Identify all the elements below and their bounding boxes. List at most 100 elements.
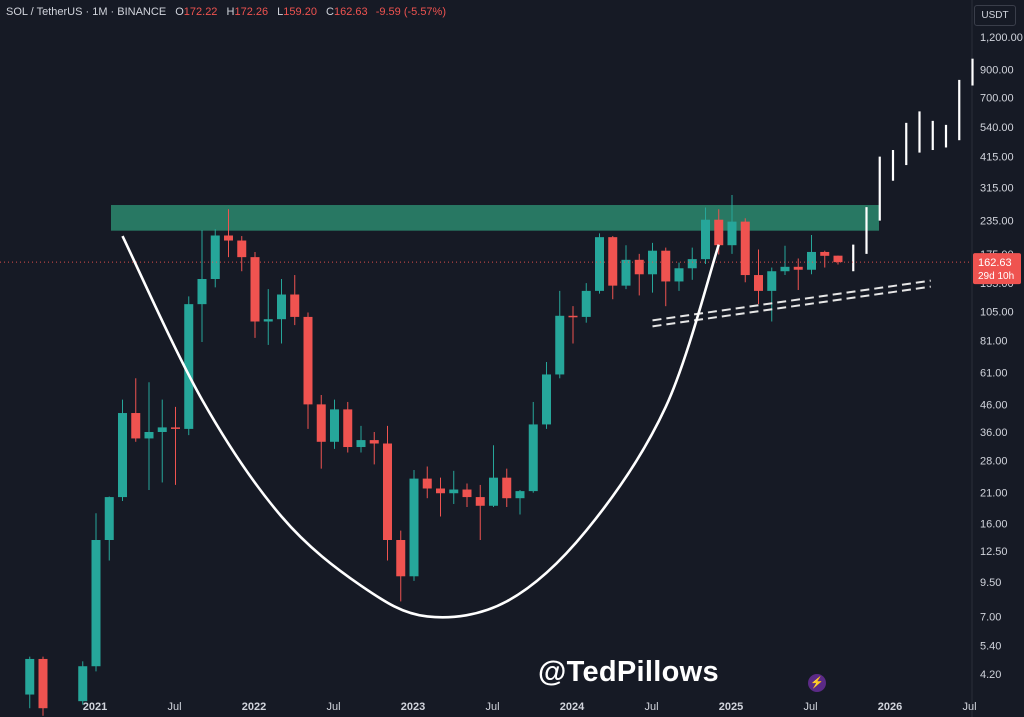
candle-body xyxy=(78,666,88,702)
candle-body xyxy=(224,235,233,241)
open-label: O xyxy=(175,6,184,18)
y-tick-label: 7.00 xyxy=(980,611,1001,623)
y-tick-label: 235.00 xyxy=(980,216,1014,228)
candle-body xyxy=(581,290,591,317)
x-tick-label: 2021 xyxy=(83,701,107,713)
lightning-icon[interactable]: ⚡ xyxy=(808,674,826,692)
change-value: -9.59 (-5.57%) xyxy=(375,6,446,18)
y-tick-label: 36.00 xyxy=(980,427,1008,439)
x-tick-label: 2022 xyxy=(242,701,266,713)
candle-body xyxy=(396,540,406,577)
chart-header: SOL / TetherUS · 1M · BINANCE O172.22 H1… xyxy=(6,6,446,18)
candle-body xyxy=(608,237,618,286)
open-value: 172.22 xyxy=(183,6,218,18)
y-tick-label: 700.00 xyxy=(980,93,1014,105)
candle-body xyxy=(316,404,326,442)
candle-body xyxy=(303,316,313,405)
x-tick-label: 2026 xyxy=(878,701,902,713)
candle-body xyxy=(436,488,445,494)
candle-body xyxy=(343,409,353,448)
candle-body xyxy=(634,259,644,275)
y-tick-label: 16.00 xyxy=(980,518,1008,530)
y-tick-label: 46.00 xyxy=(980,399,1008,411)
y-tick-label: 4.20 xyxy=(980,669,1001,681)
candle-body xyxy=(91,540,101,667)
candle-body xyxy=(184,304,194,429)
candle-body xyxy=(104,497,114,541)
y-tick-label: 315.00 xyxy=(980,183,1014,195)
candle-body xyxy=(330,409,339,442)
candle-body xyxy=(502,477,512,499)
candle-body xyxy=(687,259,697,269)
candle-body xyxy=(754,275,763,291)
candle-body xyxy=(793,266,803,270)
candle-countdown-label: 29d 10h xyxy=(978,271,1014,282)
author-watermark: @TedPillows xyxy=(538,656,719,688)
x-tick-label: Jul xyxy=(962,701,976,713)
candle-body xyxy=(25,658,35,695)
x-tick-label: 2024 xyxy=(560,701,585,713)
candle-body xyxy=(263,319,273,322)
candle-body xyxy=(555,315,565,375)
candle-body xyxy=(462,489,472,498)
y-tick-label: 28.00 xyxy=(980,455,1008,467)
candle-body xyxy=(38,658,48,709)
high-label: H xyxy=(226,6,235,18)
y-tick-label: 5.40 xyxy=(980,641,1001,653)
candle-body xyxy=(674,268,684,282)
candle-body xyxy=(131,413,141,439)
x-tick-label: Jul xyxy=(644,701,658,713)
candle-body xyxy=(807,251,816,270)
x-tick-label: 2023 xyxy=(401,701,425,713)
candle-body xyxy=(369,440,379,444)
candle-body xyxy=(475,497,485,506)
x-tick-label: Jul xyxy=(803,701,817,713)
candle-body xyxy=(409,478,419,577)
x-tick-label: 2025 xyxy=(719,701,743,713)
y-tick-label: 61.00 xyxy=(980,368,1008,380)
current-price-tag xyxy=(973,253,1021,285)
candle-body xyxy=(290,294,300,317)
y-tick-label: 415.00 xyxy=(980,152,1014,164)
candle-body xyxy=(277,294,286,320)
candle-body xyxy=(820,251,830,256)
candle-body xyxy=(489,477,498,506)
candle-body xyxy=(714,219,724,246)
y-tick-label: 21.00 xyxy=(980,488,1008,500)
x-tick-label: Jul xyxy=(167,701,181,713)
candle-body xyxy=(515,491,525,499)
candle-body xyxy=(767,271,777,291)
trendline-dashed-2 xyxy=(652,285,931,328)
symbol-title[interactable]: SOL / TetherUS · 1M · BINANCE xyxy=(6,6,167,18)
candle-body xyxy=(740,221,750,276)
candle-body xyxy=(250,257,260,322)
low-label: L xyxy=(277,6,284,18)
y-tick-label: 12.50 xyxy=(980,546,1008,558)
high-value: 172.26 xyxy=(234,6,269,18)
candle-body xyxy=(661,250,671,282)
candle-body xyxy=(144,431,154,439)
candle-body xyxy=(237,240,247,258)
candle-body xyxy=(383,443,392,541)
candle-body xyxy=(780,266,790,272)
candle-body xyxy=(727,221,737,246)
candle-body xyxy=(118,413,127,498)
current-price-label: 162.63 xyxy=(978,257,1012,269)
candle-body xyxy=(595,237,604,291)
candle-body xyxy=(568,315,578,318)
y-tick-label: 105.00 xyxy=(980,306,1014,318)
candle-body xyxy=(449,489,459,494)
candle-body xyxy=(197,279,207,305)
currency-button[interactable]: USDT xyxy=(974,5,1016,26)
candle-body xyxy=(171,427,180,429)
candle-body xyxy=(621,259,631,286)
y-tick-label: 540.00 xyxy=(980,122,1014,134)
low-value: 159.20 xyxy=(283,6,317,18)
x-tick-label: Jul xyxy=(485,701,499,713)
cup-curve xyxy=(121,235,720,619)
y-tick-label: 81.00 xyxy=(980,336,1008,348)
candle-body xyxy=(210,235,220,280)
close-value: 162.63 xyxy=(333,6,368,18)
